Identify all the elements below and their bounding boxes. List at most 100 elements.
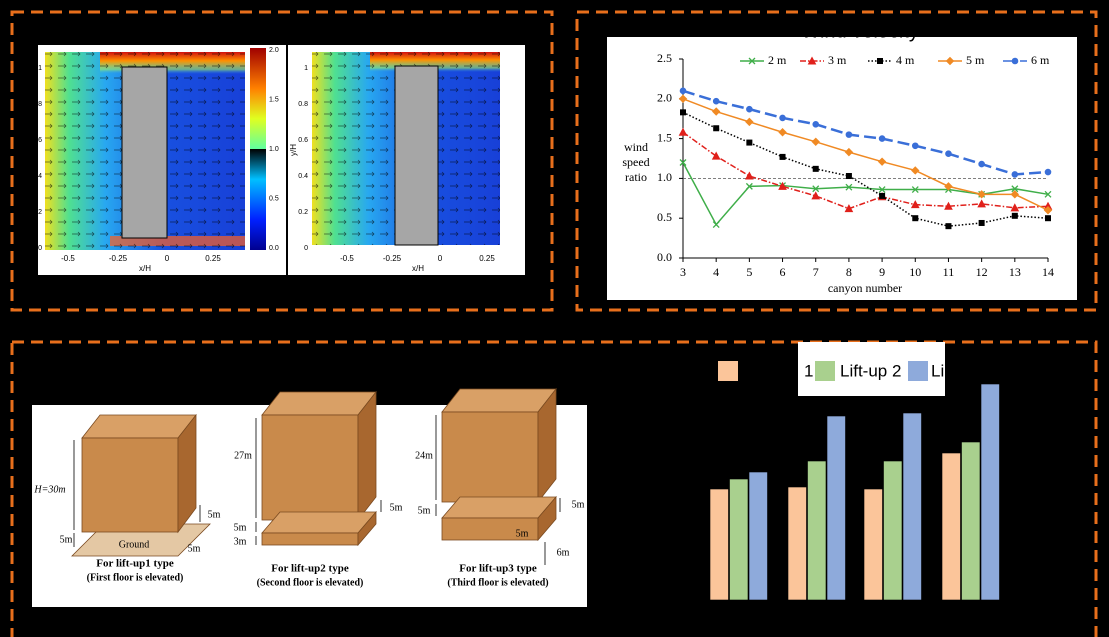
x-tick-label: 7 <box>813 265 819 279</box>
y-tick-label: 2.5 <box>657 51 672 65</box>
bar-chart: 1 Lift-up 2 Li <box>710 342 1000 600</box>
dimension-label: 5m <box>390 502 403 513</box>
legend-marker <box>1012 58 1018 64</box>
cfd-y-tick: 0 <box>304 245 308 252</box>
point <box>681 110 686 115</box>
legend-label: 1 <box>804 361 813 380</box>
x-tick-label: 9 <box>879 265 885 279</box>
cfd-y-tick: 0.4 <box>32 173 42 180</box>
dimension-label: 24m <box>415 450 433 461</box>
bar <box>788 487 807 600</box>
cfd-y-label: y/H <box>289 144 298 156</box>
x-tick-label: 6 <box>780 265 786 279</box>
legend-swatch <box>718 361 738 381</box>
legend-label: Lift-up 2 <box>840 361 901 380</box>
point <box>780 154 785 159</box>
point <box>846 174 851 179</box>
cfd-y-tick: 1 <box>38 65 42 72</box>
cfd-x-tick: 0.25 <box>205 254 221 263</box>
cfd-y-tick: 0.6 <box>298 137 308 144</box>
cfd-y-tick: 0 <box>38 245 42 252</box>
point <box>912 143 918 149</box>
point <box>713 98 719 104</box>
cfd-y-tick: 0.4 <box>298 173 308 180</box>
point <box>813 121 819 127</box>
caption: For lift-up1 type <box>96 558 174 570</box>
x-tick-label: 3 <box>680 265 686 279</box>
y-tick-label: 0.5 <box>657 210 672 224</box>
dimension-label: 3m <box>234 536 247 547</box>
point <box>913 216 918 221</box>
subcaption: (Third floor is elevated) <box>447 577 548 588</box>
bar <box>962 442 981 600</box>
bar <box>730 479 749 600</box>
bar <box>710 489 729 600</box>
point <box>747 140 752 145</box>
point <box>946 224 951 229</box>
dimension-label: 5m <box>188 543 201 554</box>
bar <box>981 384 1000 600</box>
point <box>1012 213 1017 218</box>
bar <box>808 461 827 600</box>
cfd-y-label: y/H <box>23 144 32 156</box>
dimension-label: 5m <box>234 522 247 533</box>
cfd-x-tick: -0.5 <box>340 254 354 263</box>
cfd-x-tick: 0.25 <box>479 254 495 263</box>
legend-label: 2 m <box>768 53 787 67</box>
bar <box>864 489 883 600</box>
point <box>1046 216 1051 221</box>
bar <box>749 472 768 600</box>
dimension-label: Ground <box>119 539 150 550</box>
chart-title: Wind velocity <box>801 20 919 42</box>
legend-swatch <box>815 361 835 381</box>
x-tick-label: 5 <box>746 265 752 279</box>
cfd-x-tick: -0.25 <box>383 254 402 263</box>
caption: For lift-up2 type <box>271 563 349 575</box>
point <box>680 88 686 94</box>
caption: For lift-up3 type <box>459 563 537 575</box>
point <box>846 132 852 138</box>
dimension-label: 5m <box>572 499 585 510</box>
cfd-y-tick: 1 <box>304 65 308 72</box>
legend-label: 3 m <box>828 53 847 67</box>
x-tick-label: 4 <box>713 265 719 279</box>
colorbar-tick: 0.5 <box>269 195 279 202</box>
bar <box>942 453 961 600</box>
x-tick-label: 14 <box>1042 265 1054 279</box>
cfd-x-tick: 0 <box>438 254 443 263</box>
cfd-panels: -0.5-0.2500.2510.80.60.40.20x/Hy/H-0.5-0… <box>23 45 525 275</box>
cfd-x-label: x/H <box>139 264 151 273</box>
cfd-x-tick: -0.5 <box>61 254 75 263</box>
legend-label: Li <box>931 361 944 380</box>
dimension-label: 6m <box>557 547 570 558</box>
cfd-y-tick: 0.2 <box>32 209 42 216</box>
legend-marker <box>878 59 883 64</box>
x-tick-label: 8 <box>846 265 852 279</box>
colorbar-tick: 1.0 <box>269 146 279 153</box>
cfd-y-tick: 0.2 <box>298 209 308 216</box>
line-panel <box>607 37 1077 300</box>
cfd-y-tick: 0.8 <box>298 101 308 108</box>
legend-label: 5 m <box>966 53 985 67</box>
point <box>879 136 885 142</box>
y-axis-label: wind speed ratio <box>612 140 660 185</box>
point <box>747 106 753 112</box>
x-tick-label: 13 <box>1009 265 1021 279</box>
x-tick-label: 10 <box>909 265 921 279</box>
x-tick-label: 11 <box>943 265 955 279</box>
point <box>813 166 818 171</box>
cfd-x-tick: 0 <box>165 254 170 263</box>
point <box>1012 172 1018 178</box>
subcaption: (First floor is elevated) <box>87 572 184 583</box>
subcaption: (Second floor is elevated) <box>257 577 364 588</box>
bar <box>903 413 922 600</box>
point <box>979 220 984 225</box>
legend-swatch <box>908 361 928 381</box>
cfd-x-label: x/H <box>412 264 424 273</box>
x-axis-label: canyon number <box>828 281 902 295</box>
x-tick-label: 12 <box>976 265 988 279</box>
point <box>1045 169 1051 175</box>
colorbar-tick: 2.0 <box>269 47 279 54</box>
bar <box>827 416 846 600</box>
dimension-label: 5m <box>418 505 431 516</box>
